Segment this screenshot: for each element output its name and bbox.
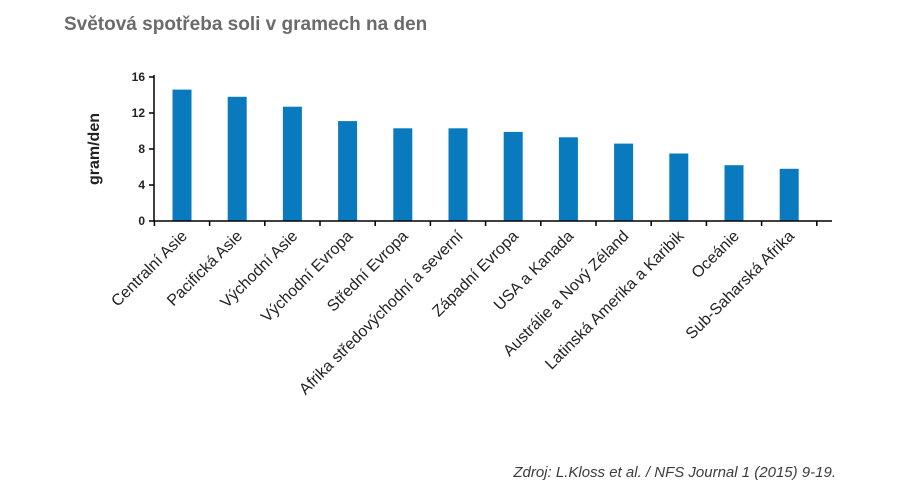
bar — [724, 165, 744, 221]
y-tick-label: 16 — [132, 70, 146, 84]
y-axis-label: gram/den — [86, 113, 103, 185]
bar — [338, 121, 358, 221]
y-tick-label: 8 — [138, 142, 145, 156]
y-tick-label: 4 — [138, 178, 145, 192]
bar — [669, 153, 689, 221]
y-axis: 0 4 8 12 16 — [132, 70, 155, 228]
bar — [282, 106, 302, 221]
source-note: Zdroj: L.Kloss et al. / NFS Journal 1 (2… — [513, 464, 836, 481]
bar — [393, 128, 413, 221]
bar — [448, 128, 468, 221]
bar — [614, 143, 634, 221]
x-tick-label: Východní Evropa — [258, 228, 356, 326]
bar — [227, 96, 247, 221]
bar — [779, 168, 799, 221]
chart-title: Světová spotřeba soli v gramech na den — [64, 14, 428, 35]
bar — [172, 89, 192, 221]
bar — [558, 137, 578, 221]
x-tick-label: Oceánie — [689, 228, 743, 282]
x-tick-label: Sub-Saharská Afrika — [683, 228, 798, 343]
y-tick-label: 0 — [138, 214, 145, 228]
y-tick-label: 12 — [132, 106, 146, 120]
bar — [503, 131, 523, 221]
bars-group — [172, 89, 799, 221]
x-axis — [153, 220, 832, 226]
